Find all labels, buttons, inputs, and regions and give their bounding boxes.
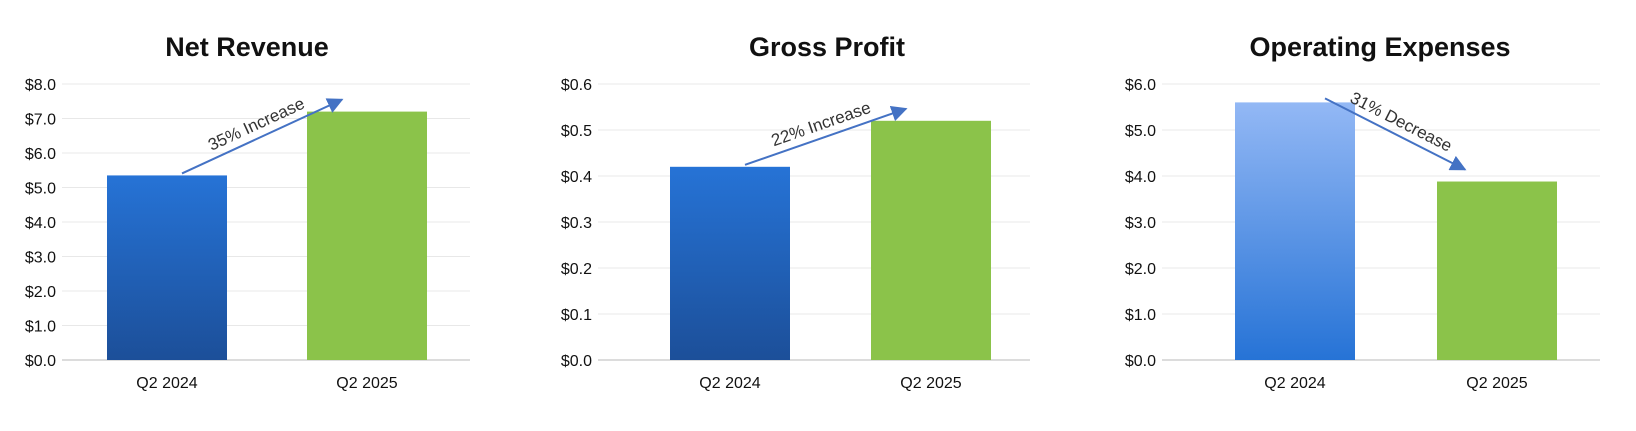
y-tick-label: $6.0 xyxy=(1125,77,1156,94)
bar-q2-2025 xyxy=(307,111,427,360)
y-tick-label: $3.0 xyxy=(1125,215,1156,232)
y-tick-label: $0.4 xyxy=(561,169,592,186)
y-tick-label: $0.3 xyxy=(561,215,592,232)
annotation-label: 22% Increase xyxy=(769,98,873,150)
y-tick-label: $5.0 xyxy=(25,181,56,198)
y-tick-label: $6.0 xyxy=(25,146,56,163)
x-tick-label: Q2 2025 xyxy=(1466,375,1527,392)
chart-1: Net Revenue $0.0 $1.0 $2.0 $3.0 $4.0 $5.0 $6.0 $… xyxy=(25,32,470,392)
y-tick-label: $4.0 xyxy=(1125,169,1156,186)
chart-title: Net Revenue xyxy=(165,32,329,62)
y-tick-label: $4.0 xyxy=(25,215,56,232)
x-tick-label: Q2 2024 xyxy=(699,375,760,392)
y-tick-label: $2.0 xyxy=(25,284,56,301)
x-tick-label: Q2 2025 xyxy=(900,375,961,392)
x-tick-label: Q2 2024 xyxy=(136,375,197,392)
y-tick-label: $0.6 xyxy=(561,77,592,94)
y-tick-label: $7.0 xyxy=(25,112,56,129)
y-tick-label: $0.5 xyxy=(561,123,592,140)
x-tick-label: Q2 2024 xyxy=(1264,375,1325,392)
bar-q2-2024 xyxy=(670,166,790,360)
chart-2: Gross Profit $0.0 $0.1 $0.2 $0.3 $0.4 $0.5 $0.6… xyxy=(561,32,1030,392)
annotation-label: 31% Decrease xyxy=(1347,88,1455,155)
x-tick-label: Q2 2025 xyxy=(336,375,397,392)
y-tick-label: $0.0 xyxy=(561,353,592,370)
y-tick-label: $0.1 xyxy=(561,307,592,324)
chart-title: Gross Profit xyxy=(749,32,905,62)
bar-q2-2025 xyxy=(1437,181,1557,360)
chart-3: Operating Expenses $0.0 $1.0 $2.0 $3.0 $4.0 $5… xyxy=(1125,32,1600,392)
chart-title: Operating Expenses xyxy=(1249,32,1510,62)
trend-arrow xyxy=(744,105,908,166)
y-tick-label: $1.0 xyxy=(1125,307,1156,324)
bar-q2-2025 xyxy=(871,120,991,360)
y-tick-label: $0.0 xyxy=(1125,353,1156,370)
y-tick-label: $0.0 xyxy=(25,353,56,370)
y-tick-label: $0.2 xyxy=(561,261,592,278)
bar-q2-2024 xyxy=(1235,102,1355,361)
y-tick-label: $5.0 xyxy=(1125,123,1156,140)
y-tick-label: $3.0 xyxy=(25,250,56,267)
y-tick-label: $1.0 xyxy=(25,319,56,336)
annotation-label: 35% Increase xyxy=(205,94,307,155)
y-tick-label: $2.0 xyxy=(1125,261,1156,278)
bar-q2-2024 xyxy=(107,175,227,360)
trend-arrow xyxy=(1324,97,1467,171)
y-tick-label: $8.0 xyxy=(25,77,56,94)
trend-arrow xyxy=(181,98,344,175)
